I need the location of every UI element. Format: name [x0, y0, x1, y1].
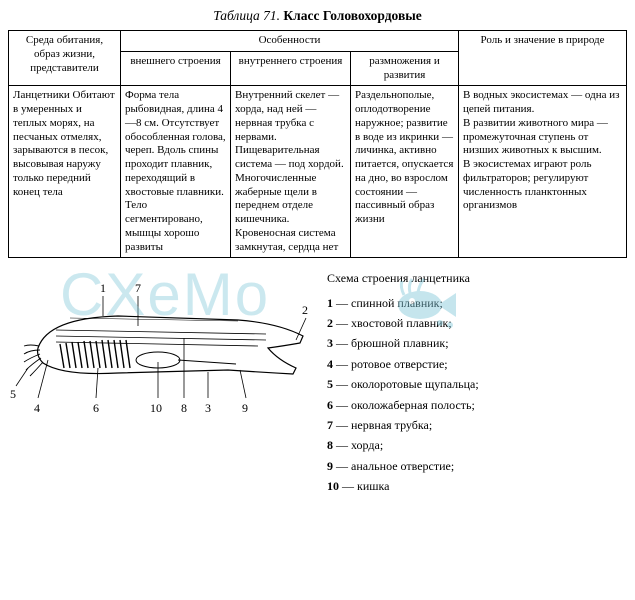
cell-role-text: В водных экосистемах — одна из цепей пит…	[463, 89, 622, 213]
svg-text:9: 9	[242, 401, 248, 415]
lancelet-diagram: 1 7 2 9 3 8 10 6 4 5	[8, 268, 313, 496]
legend-item: 4 — ротовое отверстие;	[327, 354, 627, 374]
legend-item: 10 — кишка	[327, 476, 627, 496]
header-role: Роль и значение в природе	[459, 31, 627, 86]
svg-text:8: 8	[181, 401, 187, 415]
header-reproduction: размножения и развития	[351, 51, 459, 86]
header-habitat: Среда обитания, образ жизни, представите…	[9, 31, 121, 86]
header-internal: внутреннего строения	[231, 51, 351, 86]
legend-item: 6 — околожаберная полость;	[327, 395, 627, 415]
svg-text:7: 7	[135, 281, 141, 295]
diagram-legend: Схема строения ланцетника 1 — спинной пл…	[327, 268, 627, 496]
header-external: внешнего строения	[121, 51, 231, 86]
legend-item: 5 — околоротовые щупальца;	[327, 374, 627, 394]
legend-item: 7 — нервная трубка;	[327, 415, 627, 435]
svg-text:6: 6	[93, 401, 99, 415]
table-name: Класс Головохордовые	[283, 8, 421, 23]
features-table: Среда обитания, образ жизни, представите…	[8, 30, 627, 258]
svg-text:4: 4	[34, 401, 40, 415]
header-features: Особенности	[121, 31, 459, 52]
legend-item: 2 — хвостовой плавник;	[327, 313, 627, 333]
svg-text:2: 2	[302, 303, 308, 317]
cell-external: Форма тела рыбовидная, длина 4—8 см. Отс…	[121, 86, 231, 258]
cell-reproduction: Раздельнополые, оплодотворение наружное;…	[351, 86, 459, 258]
legend-item: 9 — анальное отверстие;	[327, 456, 627, 476]
svg-text:3: 3	[205, 401, 211, 415]
legend-item: 1 — спинной плавник;	[327, 293, 627, 313]
svg-text:10: 10	[150, 401, 162, 415]
legend-item: 3 — брюшной плавник;	[327, 333, 627, 353]
cell-internal: Внутренний скелет — хорда, над ней — нер…	[231, 86, 351, 258]
legend-item: 8 — хорда;	[327, 435, 627, 455]
legend-title: Схема строения ланцетника	[327, 268, 627, 288]
table-row: Ланцетники Обитают в умеренных и теплых …	[9, 86, 627, 258]
svg-text:1: 1	[100, 281, 106, 295]
cell-habitat: Ланцетники Обитают в умеренных и теплых …	[9, 86, 121, 258]
cell-role: В водных экосистемах — одна из цепей пит…	[459, 86, 627, 258]
table-title: Таблица 71. Класс Головохордовые	[8, 8, 627, 24]
table-number: Таблица 71.	[213, 8, 280, 23]
svg-text:5: 5	[10, 387, 16, 401]
